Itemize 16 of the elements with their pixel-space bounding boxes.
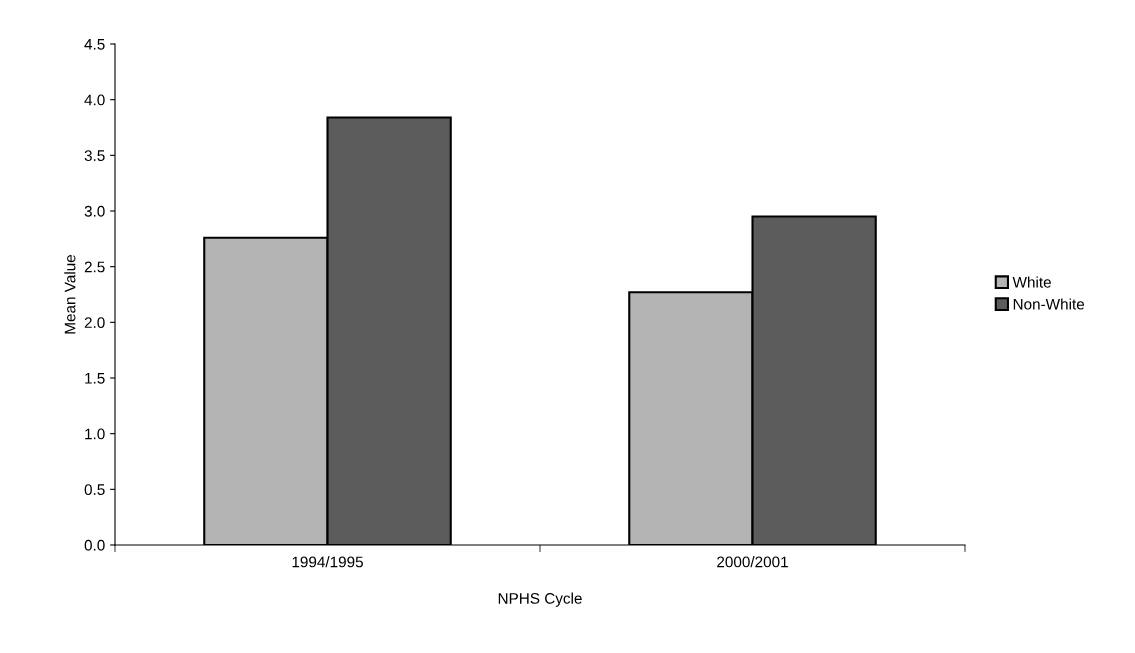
x-tick-label: 2000/2001: [717, 556, 788, 568]
y-tick-label: 3.5: [84, 150, 105, 162]
y-tick-label: 4.0: [84, 94, 105, 106]
y-tick-label: 0.5: [84, 484, 105, 496]
y-axis-title: Mean Value: [64, 254, 76, 334]
legend-label: Non-White: [1013, 298, 1085, 310]
y-tick-label: 3.0: [84, 205, 105, 217]
y-tick-label: 2.5: [84, 261, 105, 273]
legend-label: White: [1012, 276, 1051, 288]
y-tick-label: 4.5: [84, 39, 105, 50]
y-tick-label: 0.0: [84, 539, 105, 551]
x-axis-title: NPHS Cycle: [498, 592, 582, 607]
y-tick-label: 1.0: [85, 428, 105, 440]
y-tick-label: 2.0: [84, 317, 105, 329]
y-tick-label: 1.5: [85, 373, 105, 384]
x-tick-label: 1994/1995: [292, 556, 363, 568]
